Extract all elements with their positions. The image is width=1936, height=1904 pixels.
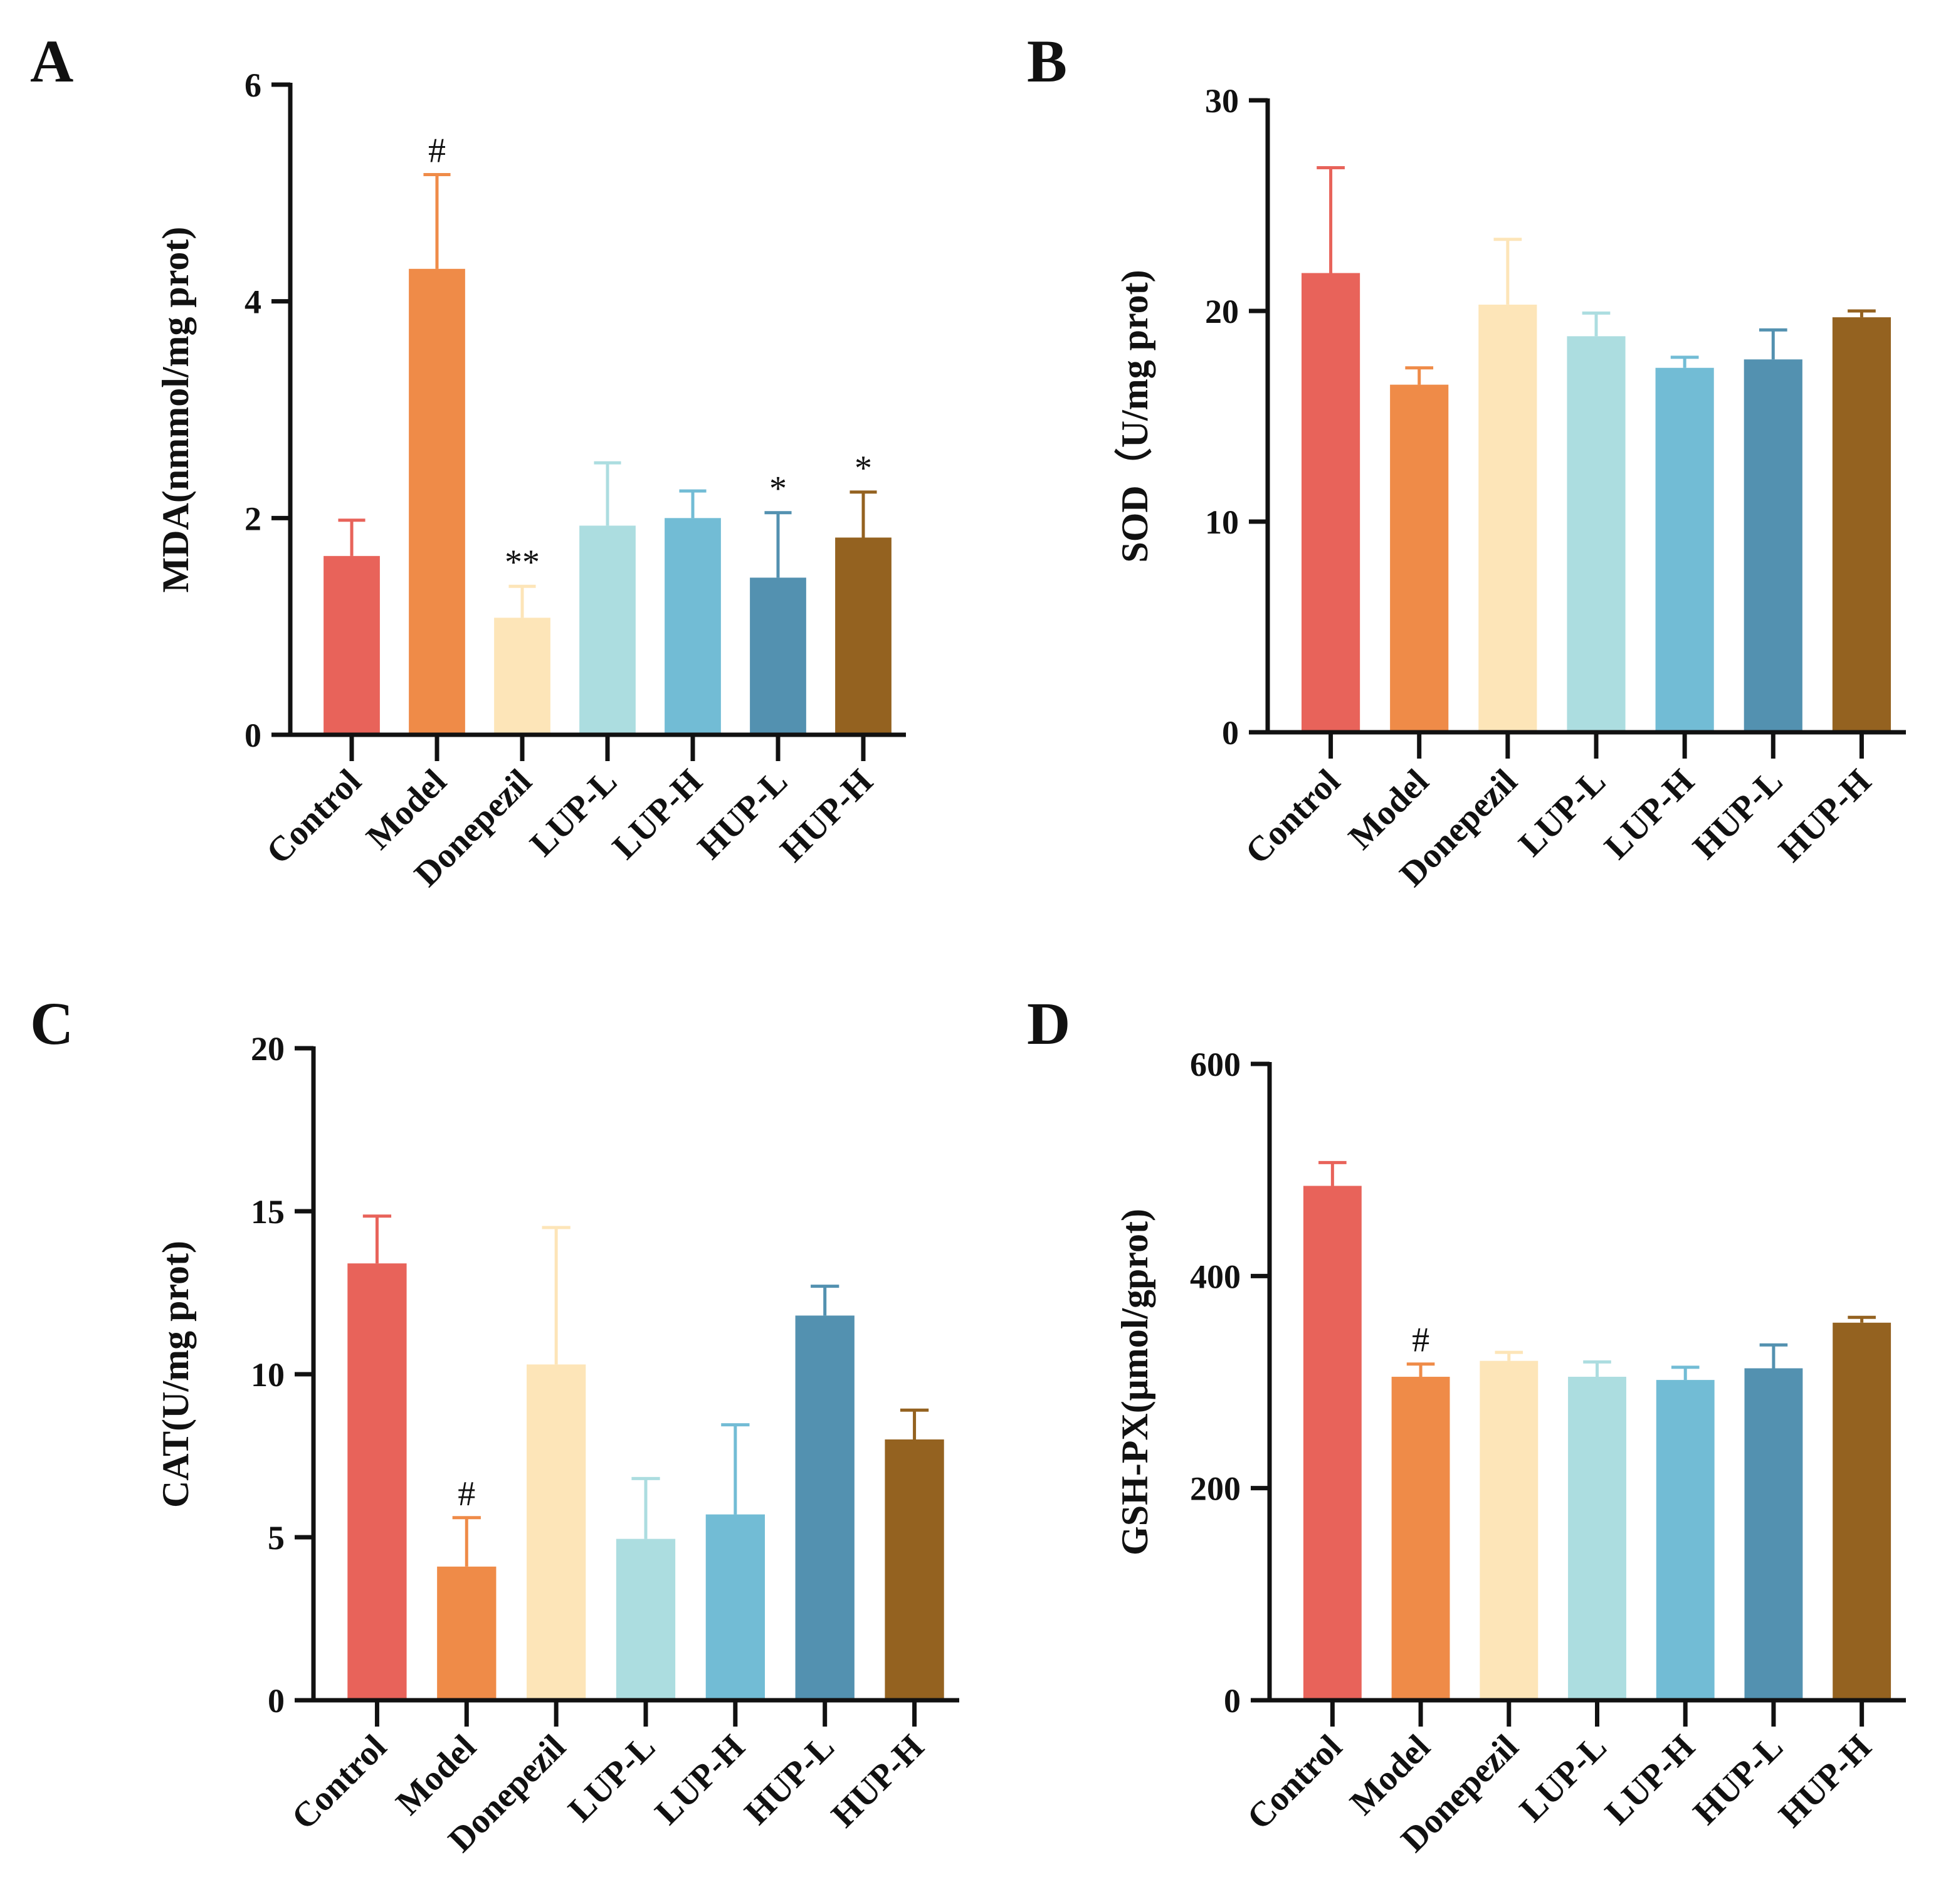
x-tick-label: Control [259, 762, 369, 871]
x-tick-label: HUP-L [1686, 1727, 1791, 1832]
y-tick-label: 15 [251, 1193, 285, 1231]
y-axis-title: GSH-PX(μmol/gprot) [1114, 1209, 1155, 1555]
x-tick-label: Control [1239, 1727, 1349, 1837]
y-tick-label: 4 [245, 283, 261, 321]
x-tick-label: HUP-H [824, 1727, 931, 1834]
y-tick-label: 5 [268, 1519, 285, 1557]
bar-donepezil [527, 1364, 586, 1700]
bar-lup-h [1655, 367, 1714, 732]
x-tick-label: HUP-L [1685, 762, 1790, 866]
x-tick-label: LUP-L [523, 762, 625, 864]
x-tick-label: HUP-H [1771, 1727, 1878, 1834]
y-tick-label: 2 [245, 500, 261, 537]
x-tick-label: LUP-L [1512, 762, 1614, 864]
y-tick-label: 400 [1190, 1258, 1241, 1295]
y-axis-title: SOD（U/mg prot) [1113, 270, 1155, 562]
bar-control [324, 555, 380, 735]
x-tick-label: HUP-L [690, 762, 795, 866]
bar-hup-l [795, 1315, 855, 1700]
significance-mark: * [855, 449, 872, 488]
panel-letter-a: A [30, 28, 73, 95]
significance-mark: # [1412, 1321, 1429, 1360]
y-tick-label: 20 [1205, 293, 1239, 330]
bar-lup-l [579, 525, 636, 735]
bar-model [409, 268, 465, 735]
bar-hup-l [750, 577, 806, 735]
bar-hup-h [835, 537, 892, 735]
bar-lup-h [705, 1514, 765, 1700]
x-tick-label: HUP-H [773, 762, 880, 869]
x-tick-label: Control [285, 1727, 394, 1837]
x-tick-label: Control [1238, 762, 1348, 871]
bar-control [347, 1263, 407, 1700]
bar-hup-h [1833, 1322, 1891, 1700]
x-tick-label: LUP-L [561, 1727, 663, 1829]
x-tick-label: LUP-H [648, 1727, 752, 1832]
panel-letter-d: D [1027, 990, 1070, 1057]
panel-b: B 0102030ControlModelDonepezilLUP-LLUP-H… [1027, 28, 1906, 894]
panel-d: D #0200400600ControlModelDonepezilLUP-LL… [1027, 990, 1906, 1859]
bar-lup-l [1568, 1377, 1626, 1700]
x-tick-label: LUP-H [1597, 762, 1702, 866]
y-tick-label: 6 [245, 66, 261, 104]
x-tick-label: LUP-L [1512, 1727, 1614, 1829]
bar-donepezil [494, 618, 550, 735]
bar-model [1390, 384, 1449, 732]
bar-hup-l [1744, 1368, 1803, 1700]
bar-model [437, 1566, 497, 1700]
significance-mark: # [458, 1475, 475, 1513]
bar-lup-h [1656, 1380, 1715, 1700]
panel-letter-c: C [30, 990, 73, 1057]
bar-control [1303, 1186, 1362, 1700]
y-tick-label: 600 [1190, 1046, 1241, 1083]
y-tick-label: 10 [1205, 503, 1239, 541]
y-tick-label: 0 [1224, 1682, 1241, 1720]
y-tick-label: 20 [251, 1030, 285, 1068]
y-tick-label: 10 [251, 1356, 285, 1394]
y-tick-label: 0 [1222, 714, 1239, 752]
x-tick-label: LUP-H [1597, 1727, 1702, 1832]
x-tick-label: HUP-L [737, 1727, 842, 1832]
y-tick-label: 200 [1190, 1470, 1241, 1508]
y-tick-label: 30 [1205, 82, 1239, 120]
bar-lup-l [616, 1538, 676, 1700]
significance-mark: # [428, 131, 446, 170]
bar-lup-l [1567, 336, 1626, 732]
panel-a: A #****0246ControlModelDonepezilLUP-LLUP… [30, 28, 906, 894]
bar-hup-h [885, 1439, 944, 1700]
significance-mark: * [769, 470, 787, 508]
bar-donepezil [1478, 304, 1537, 732]
bar-donepezil [1480, 1360, 1539, 1700]
bar-hup-h [1832, 317, 1891, 733]
y-tick-label: 0 [245, 717, 261, 754]
panel-letter-b: B [1027, 28, 1067, 95]
y-axis-title: CAT(U/mg prot) [155, 1241, 196, 1508]
bar-lup-h [665, 518, 721, 735]
bar-control [1301, 273, 1360, 732]
x-tick-label: HUP-H [1771, 762, 1878, 869]
bar-model [1391, 1377, 1450, 1700]
y-tick-label: 0 [268, 1682, 285, 1720]
significance-mark: ** [505, 543, 540, 582]
y-axis-title: MDA(nmmol/mg prot) [155, 227, 196, 593]
panel-c: C #05101520ControlModelDonepezilLUP-LLUP… [30, 990, 959, 1859]
bar-hup-l [1744, 359, 1802, 732]
x-tick-label: LUP-H [605, 762, 710, 866]
